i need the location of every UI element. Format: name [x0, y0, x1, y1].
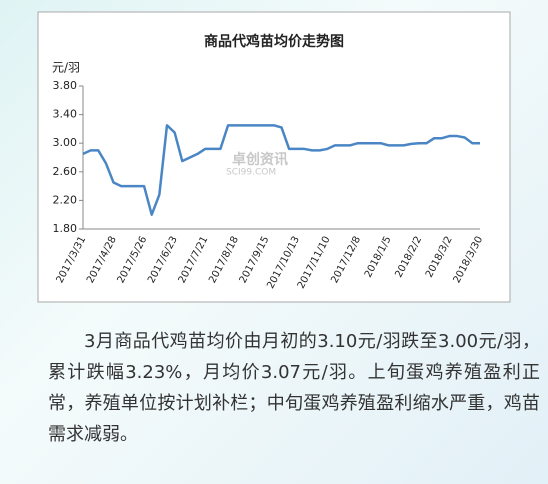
y-tick-label: 1.80 [53, 222, 78, 235]
y-tick-label: 2.60 [53, 165, 78, 178]
article-text: 3月商品代鸡苗均价由月初的3.10元/羽跌至3.00元/羽，累计跌幅3.23%，… [48, 331, 540, 445]
y-tick-label: 3.80 [53, 79, 78, 92]
watermark: 卓创资讯 [232, 151, 288, 168]
chart-frame [37, 11, 511, 303]
chart: 商品代鸡苗均价走势图 元/羽 卓创资讯 SCI99.COM 1.80 2.20 2.… [37, 11, 511, 303]
y-tick-label: 2.20 [53, 193, 78, 206]
y-tick-label: 3.00 [53, 136, 78, 149]
y-unit: 元/羽 [52, 61, 80, 75]
chart-title: 商品代鸡苗均价走势图 [204, 33, 344, 50]
y-tick-label: 3.40 [53, 108, 78, 121]
watermark: SCI99.COM [226, 168, 276, 178]
data-line [82, 124, 480, 216]
